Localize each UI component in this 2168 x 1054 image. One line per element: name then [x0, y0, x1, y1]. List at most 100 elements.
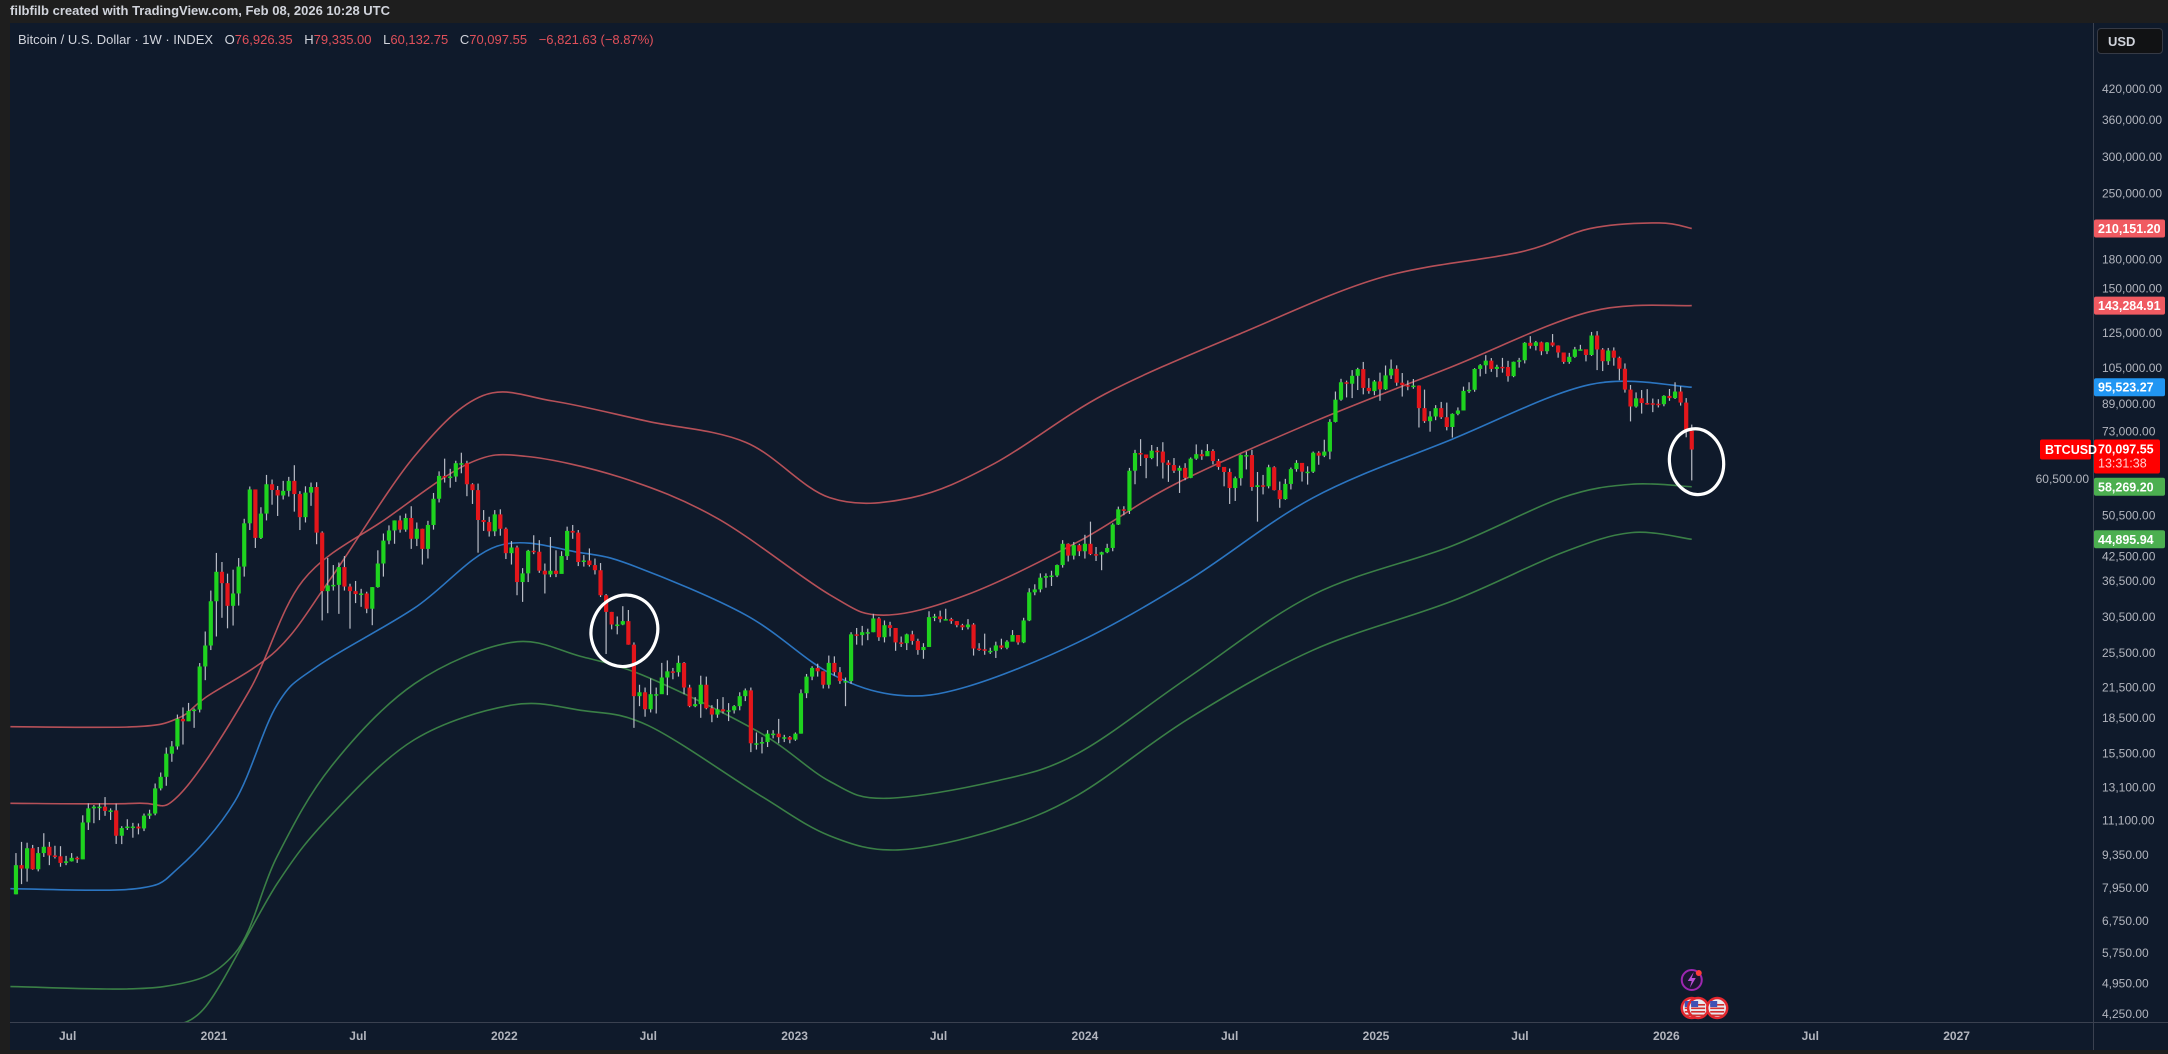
- candle-body: [804, 676, 809, 694]
- candle: [481, 510, 486, 531]
- candle: [347, 583, 353, 629]
- candle-body: [793, 733, 798, 740]
- candle: [1038, 573, 1043, 593]
- candle-body: [1617, 357, 1622, 369]
- price-tick-label: 250,000.00: [2102, 186, 2162, 200]
- symbol-label: BTCUSD: [2045, 443, 2097, 457]
- price-tick-label: 18,500.00: [2102, 711, 2156, 725]
- candle: [1288, 467, 1293, 490]
- candle: [1155, 446, 1160, 467]
- candle: [832, 656, 837, 676]
- candle-body: [1199, 454, 1204, 457]
- candle: [1561, 352, 1566, 364]
- price-tick-label: 42,500.00: [2102, 549, 2156, 563]
- candle-body: [514, 547, 520, 583]
- candle: [1416, 385, 1422, 428]
- candle-body: [581, 560, 586, 563]
- candle-body: [436, 475, 442, 499]
- candle: [1004, 640, 1010, 650]
- candle: [1444, 402, 1449, 431]
- candle: [141, 813, 147, 832]
- candle: [403, 513, 408, 532]
- candle-body: [1093, 554, 1099, 556]
- candle: [548, 537, 553, 578]
- candle-body: [1105, 547, 1110, 553]
- candle: [1550, 334, 1555, 347]
- us-flag-icon[interactable]: [1705, 996, 1729, 1020]
- candle: [598, 563, 603, 598]
- candle-body: [1088, 543, 1093, 555]
- candle: [771, 730, 776, 739]
- candle-body: [214, 571, 219, 602]
- price-axis[interactable]: 420,000.00 360,000.00 300,000.00 250,000.00…: [2036, 82, 2163, 1021]
- candle: [114, 803, 119, 844]
- flag-stripe: [1710, 1007, 1725, 1010]
- candle: [620, 606, 625, 626]
- candle: [715, 699, 720, 718]
- candle: [1366, 378, 1371, 394]
- price-tick-label: 9,350.00: [2102, 848, 2149, 862]
- price-tick-label: 4,250.00: [2102, 1007, 2149, 1021]
- candle: [993, 641, 998, 658]
- candle: [1589, 331, 1594, 356]
- candle: [1071, 541, 1076, 560]
- candle: [748, 687, 753, 753]
- tag-background: [2094, 296, 2165, 315]
- candle-body: [325, 585, 330, 592]
- candle: [503, 527, 508, 560]
- candle-body: [565, 530, 570, 557]
- candle: [180, 707, 186, 745]
- candle-body: [242, 523, 247, 567]
- candle-body: [1572, 349, 1577, 357]
- candle: [1132, 449, 1138, 485]
- candle-body: [498, 514, 503, 529]
- candle: [581, 555, 586, 567]
- candle-body: [737, 696, 742, 707]
- currency-button[interactable]: USD: [2097, 28, 2163, 54]
- symbol-title[interactable]: Bitcoin / U.S. Dollar · 1W · INDEX: [18, 32, 214, 47]
- candle-body: [999, 645, 1004, 648]
- candle: [1478, 364, 1483, 377]
- candle-body: [1177, 467, 1182, 471]
- candle: [1054, 564, 1060, 578]
- events-layer[interactable]: [1680, 969, 1729, 1020]
- candle: [709, 705, 714, 723]
- candle-body: [1411, 385, 1416, 388]
- candle: [982, 633, 987, 655]
- candle: [75, 856, 80, 863]
- candle-body: [1077, 545, 1082, 552]
- close-value: 70,097.55: [469, 32, 528, 47]
- us-flag-icon[interactable]: [1686, 996, 1710, 1020]
- change-value: −6,821.63 (−8.87%): [538, 32, 654, 47]
- candle: [1539, 341, 1544, 356]
- candle: [1466, 382, 1472, 394]
- candle-body: [1238, 455, 1243, 479]
- lightning-icon[interactable]: [1680, 969, 1703, 991]
- candle-body: [665, 671, 670, 678]
- candle-body: [102, 806, 108, 811]
- candle: [1583, 349, 1589, 362]
- candle: [242, 518, 247, 577]
- candle: [1049, 570, 1054, 586]
- candle: [1043, 573, 1049, 588]
- candle: [787, 736, 792, 744]
- candle-body: [1600, 349, 1605, 362]
- band-price-tag-lower-1: 58,269.20: [2094, 477, 2165, 496]
- time-axis[interactable]: Jul 2021 Jul 2022 Jul 2023 Jul 2024 Jul 2025 Jul 20…: [59, 1029, 1970, 1043]
- candle: [553, 550, 559, 578]
- candle-body: [69, 857, 74, 862]
- candle: [1077, 543, 1082, 557]
- candle-body: [1656, 403, 1661, 406]
- candle-body: [1689, 430, 1694, 450]
- candle: [782, 734, 787, 743]
- candle: [331, 565, 336, 591]
- candle-body: [13, 865, 19, 895]
- candle: [375, 550, 380, 588]
- candle-body: [1528, 342, 1533, 346]
- candle-body: [91, 806, 97, 809]
- candle: [203, 631, 208, 681]
- candle-body: [759, 742, 765, 744]
- candle: [364, 591, 369, 614]
- candle-body: [147, 813, 152, 816]
